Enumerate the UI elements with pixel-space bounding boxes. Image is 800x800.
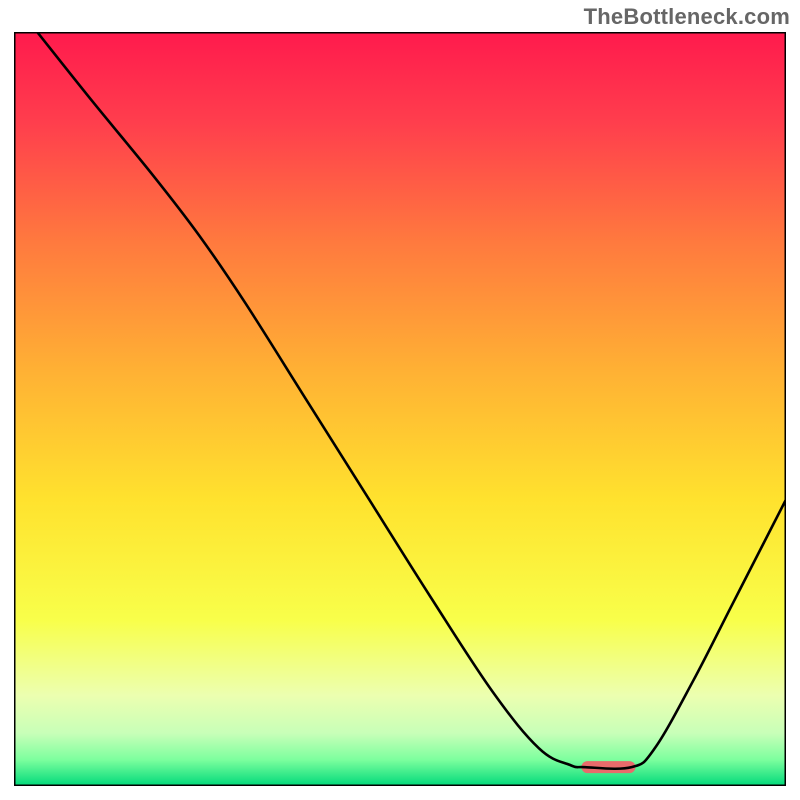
plot-svg <box>14 32 786 786</box>
chart-container: TheBottleneck.com <box>0 0 800 800</box>
plot-area <box>14 32 786 786</box>
watermark-text: TheBottleneck.com <box>584 4 790 30</box>
